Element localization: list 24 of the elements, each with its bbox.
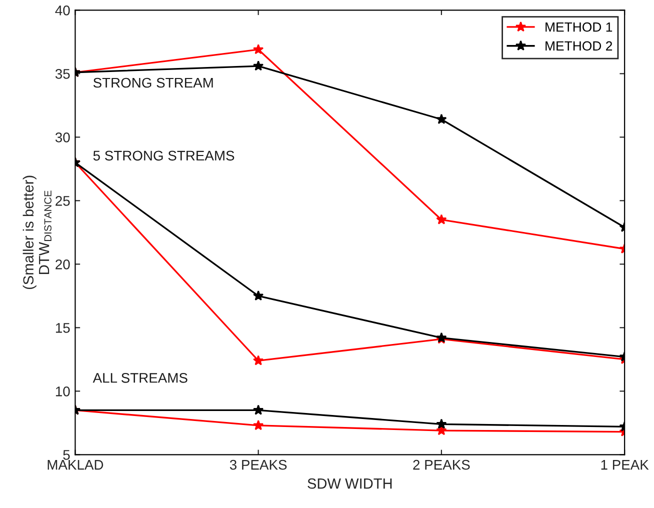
y-tick-label: 20 (56, 259, 70, 270)
point (253, 60, 264, 71)
y-tick-label: 10 (56, 386, 70, 396)
y-tick-label: 25 (56, 196, 70, 206)
legend-label: METHOD 1 (546, 22, 612, 32)
point (253, 290, 264, 301)
y-tick-label: 40 (55, 5, 70, 16)
y-tick-label: 30 (55, 132, 70, 142)
x-tick-label: MAKLAD (48, 460, 104, 470)
point (436, 114, 447, 124)
legend-label: METHOD 2 (546, 41, 612, 51)
annotation: 5 STRONG STREAMS (93, 150, 234, 161)
y-tick-label: 5 (63, 450, 70, 460)
point (436, 418, 447, 429)
x-tick-label: 3 PEAKS (230, 460, 287, 470)
x-tick-label: 1 PEAK (601, 460, 649, 470)
y-tick-label: 15 (56, 323, 70, 333)
annotation: ALL STREAMS (92, 372, 188, 383)
x-axis-title: SDW WIDTH (308, 478, 392, 489)
point (253, 404, 264, 415)
y-tick-label: 35 (55, 68, 70, 79)
annotation: STRONG STREAM (93, 78, 213, 88)
x-tick-label: 2 PEAKS (413, 460, 470, 470)
y-axis-title: (Smaller is better) DTW$_{DISTANCE}$ (22, 176, 52, 290)
